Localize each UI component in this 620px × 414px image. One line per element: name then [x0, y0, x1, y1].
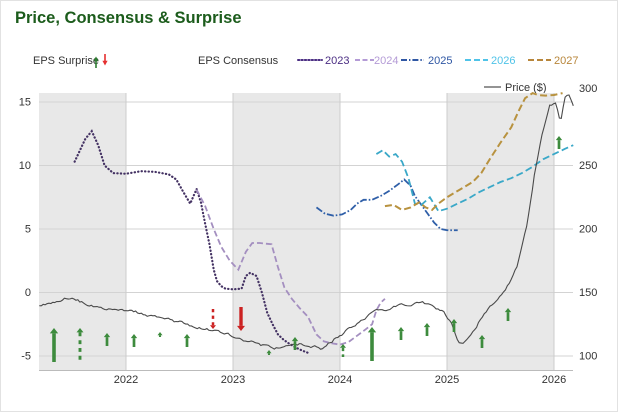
svg-text:0: 0: [25, 287, 31, 299]
svg-text:2025: 2025: [435, 374, 459, 386]
svg-text:250: 250: [579, 160, 597, 172]
svg-text:5: 5: [25, 224, 31, 236]
svg-text:2026: 2026: [542, 374, 566, 386]
svg-text:200: 200: [579, 224, 597, 236]
svg-text:2024: 2024: [374, 55, 398, 67]
svg-text:10: 10: [19, 160, 31, 172]
svg-text:150: 150: [579, 287, 597, 299]
svg-text:2024: 2024: [328, 374, 352, 386]
svg-text:100: 100: [579, 351, 597, 363]
svg-text:2023: 2023: [325, 55, 349, 67]
svg-text:EPS Surprise: EPS Surprise: [33, 55, 99, 67]
svg-text:2023: 2023: [221, 374, 245, 386]
svg-text:2026: 2026: [491, 55, 515, 67]
svg-text:EPS Consensus: EPS Consensus: [198, 55, 279, 67]
svg-text:-5: -5: [21, 351, 31, 363]
svg-text:15: 15: [19, 97, 31, 109]
svg-text:300: 300: [579, 83, 597, 95]
svg-text:Price ($): Price ($): [505, 82, 547, 94]
svg-text:2025: 2025: [428, 55, 452, 67]
svg-text:2027: 2027: [554, 55, 578, 67]
svg-text:2022: 2022: [114, 374, 138, 386]
